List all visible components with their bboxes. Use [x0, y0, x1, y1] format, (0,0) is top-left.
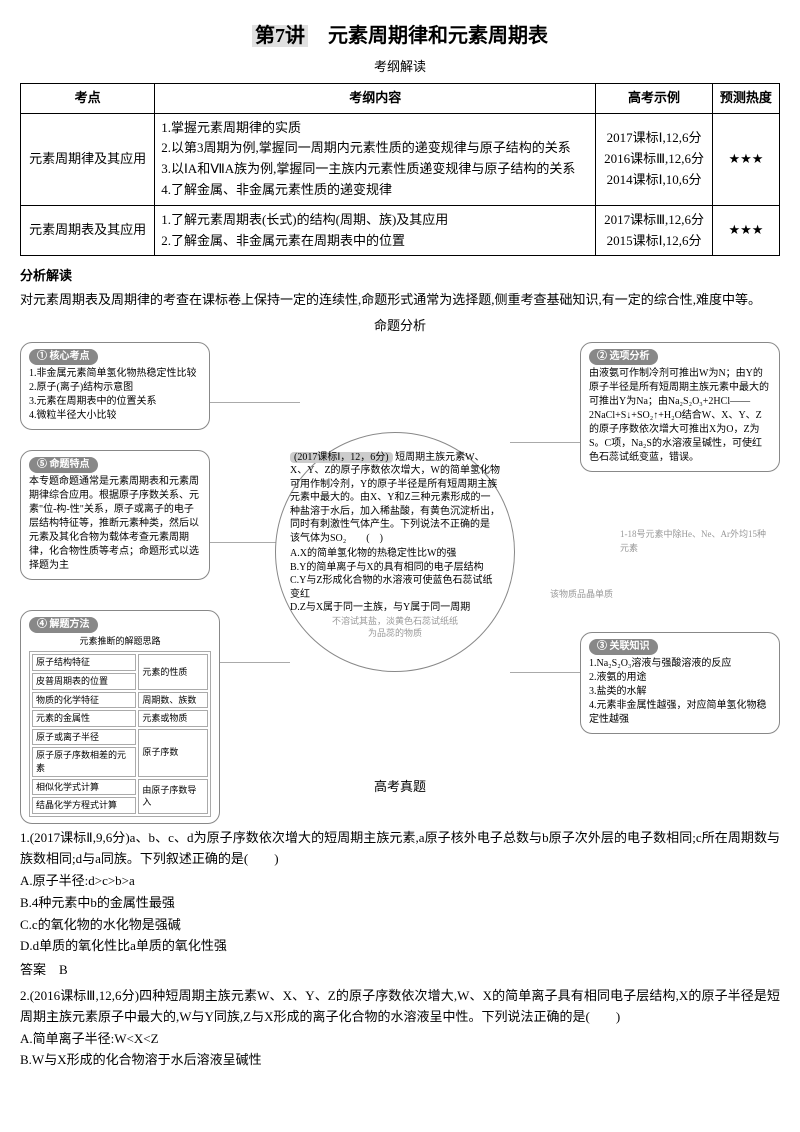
- q1-stem: 1.(2017课标Ⅱ,9,6分)a、b、c、d为原子序数依次增大的短周期主族元素…: [20, 828, 780, 870]
- th-examples: 高考示例: [596, 83, 713, 113]
- method-cell: 原子结构特征: [32, 654, 136, 671]
- center-header: (2017课标Ⅰ，12，6分): [290, 452, 393, 463]
- box-option-analysis: ② 选项分析 由液氨可作制冷剂可推出W为N；由Y的原子半径是所有短周期主族元素中…: [580, 342, 780, 472]
- box5-header: ⑤ 命题特点: [29, 457, 98, 473]
- cell-stars: ★★★: [712, 113, 779, 205]
- cell-topic: 元素周期律及其应用: [21, 113, 155, 205]
- method-cell: 原子或离子半径: [32, 729, 136, 746]
- q1-answer: 答案 B: [20, 960, 780, 981]
- method-cell: 皮普周期表的位置: [32, 673, 136, 690]
- method-cell: 元素的性质: [138, 654, 208, 689]
- side-note-2: 该物质品晶单质: [550, 587, 650, 601]
- analysis-title: 命题分析: [20, 316, 780, 337]
- q1-optB: B.4种元素中b的金属性最强: [20, 893, 780, 914]
- table-row: 元素周期律及其应用 1.掌握元素周期律的实质 2.以第3周期为例,掌握同一周期内…: [21, 113, 780, 205]
- method-cell: 原子序数: [138, 729, 208, 777]
- table-header-row: 考点 考纲内容 高考示例 预测热度: [21, 83, 780, 113]
- center-note: 不溶试其盐，淡黄色石蕊试纸纸 为品蕊的物质: [290, 615, 500, 639]
- box-related-knowledge: ③ 关联知识 1.Na₂S₂O₃溶液与强酸溶液的反应 2.液氨的用途 3.盐类的…: [580, 632, 780, 734]
- method-cell: 元素或物质: [138, 710, 208, 727]
- method-cell: 元素的金属性: [32, 710, 136, 727]
- question-2: 2.(2016课标Ⅲ,12,6分)四种短周期主族元素W、X、Y、Z的原子序数依次…: [20, 986, 780, 1071]
- method-cell: 相似化学式计算: [32, 779, 136, 796]
- page-title: 第7讲 元素周期律和元素周期表: [20, 20, 780, 52]
- method-cell: 原子原子序数相差的元素: [32, 747, 136, 776]
- box4-header: ④ 解题方法: [29, 617, 98, 633]
- question-1: 1.(2017课标Ⅱ,9,6分)a、b、c、d为原子序数依次增大的短周期主族元素…: [20, 828, 780, 981]
- method-cell: 由原子序数导入: [138, 779, 208, 814]
- box5-content: 本专题命题通常是元素周期表和元素周期律综合应用。根据原子序数关系、元素"位-构-…: [29, 475, 201, 573]
- method-cell: 周期数、族数: [138, 692, 208, 709]
- mindmap-diagram: ① 核心考点 1.非金属元素简单氢化物热稳定性比较 2.原子(离子)结构示意图 …: [20, 342, 780, 772]
- q1-optD: D.d单质的氧化性比a单质的氧化性强: [20, 936, 780, 957]
- th-stars: 预测热度: [712, 83, 779, 113]
- center-content: 短周期主族元素W、X、Y、Z的原子序数依次增大，W的简单氢化物可用作制冷剂，Y的…: [290, 452, 510, 544]
- box3-header: ③ 关联知识: [589, 639, 658, 655]
- analysis-header: 分析解读: [20, 266, 780, 287]
- title-main: 元素周期律和元素周期表: [328, 25, 548, 47]
- th-content: 考纲内容: [155, 83, 596, 113]
- box1-content: 1.非金属元素简单氢化物热稳定性比较 2.原子(离子)结构示意图 3.元素在周期…: [29, 367, 201, 423]
- cell-stars: ★★★: [712, 205, 779, 256]
- methods-table: 原子结构特征元素的性质 皮普周期表的位置 物质的化学特征周期数、族数 元素的金属…: [29, 651, 211, 816]
- q1-optA: A.原子半径:d>c>b>a: [20, 871, 780, 892]
- q1-optC: C.c的氧化物的水化物是强碱: [20, 915, 780, 936]
- th-topic: 考点: [21, 83, 155, 113]
- title-prefix: 第7讲: [252, 25, 308, 47]
- cell-content: 1.掌握元素周期律的实质 2.以第3周期为例,掌握同一周期内元素性质的递变规律与…: [155, 113, 596, 205]
- q2-optB: B.W与X形成的化合物溶于水后溶液呈碱性: [20, 1050, 780, 1071]
- box-question-features: ⑤ 命题特点 本专题命题通常是元素周期表和元素周期律综合应用。根据原子序数关系、…: [20, 450, 210, 580]
- box2-header: ② 选项分析: [589, 349, 658, 365]
- box3-content: 1.Na₂S₂O₃溶液与强酸溶液的反应 2.液氨的用途 3.盐类的水解 4.元素…: [589, 657, 771, 727]
- side-note-1: 1-18号元素中除He、Ne、Ar外均15种元素: [620, 527, 770, 556]
- cell-examples: 2017课标Ⅰ,12,6分 2016课标Ⅲ,12,6分 2014课标Ⅰ,10,6…: [596, 113, 713, 205]
- box4-title: 元素推断的解题思路: [29, 635, 211, 648]
- syllabus-table: 考点 考纲内容 高考示例 预测热度 元素周期律及其应用 1.掌握元素周期律的实质…: [20, 83, 780, 257]
- table-row: 元素周期表及其应用 1.了解元素周期表(长式)的结构(周期、族)及其应用 2.了…: [21, 205, 780, 256]
- box1-header: ① 核心考点: [29, 349, 98, 365]
- center-question: (2017课标Ⅰ，12，6分) 短周期主族元素W、X、Y、Z的原子序数依次增大，…: [275, 432, 515, 672]
- center-options: A.X的简单氢化物的热稳定性比W的强 B.Y的简单离子与X的具有相同的电子层结构…: [290, 547, 500, 615]
- analysis-text: 对元素周期表及周期律的考查在课标卷上保持一定的连续性,命题形式通常为选择题,侧重…: [20, 290, 780, 311]
- box-methods: ④ 解题方法 元素推断的解题思路 原子结构特征元素的性质 皮普周期表的位置 物质…: [20, 610, 220, 824]
- q2-optA: A.简单离子半径:W<X<Z: [20, 1029, 780, 1050]
- cell-content: 1.了解元素周期表(长式)的结构(周期、族)及其应用 2.了解金属、非金属元素在…: [155, 205, 596, 256]
- method-cell: 物质的化学特征: [32, 692, 136, 709]
- box2-content: 由液氨可作制冷剂可推出W为N；由Y的原子半径是所有短周期主族元素中最大的可推出Y…: [589, 367, 771, 465]
- cell-topic: 元素周期表及其应用: [21, 205, 155, 256]
- box-core-points: ① 核心考点 1.非金属元素简单氢化物热稳定性比较 2.原子(离子)结构示意图 …: [20, 342, 210, 430]
- method-cell: 结晶化学方程式计算: [32, 797, 136, 814]
- cell-examples: 2017课标Ⅲ,12,6分 2015课标Ⅰ,12,6分: [596, 205, 713, 256]
- q2-stem: 2.(2016课标Ⅲ,12,6分)四种短周期主族元素W、X、Y、Z的原子序数依次…: [20, 986, 780, 1028]
- subtitle: 考纲解读: [20, 57, 780, 78]
